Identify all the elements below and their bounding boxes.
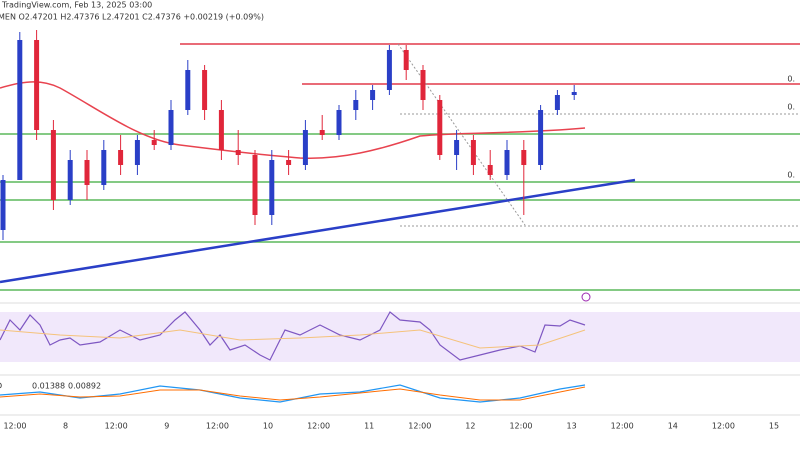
candle-body (202, 70, 208, 110)
x-tick-label: 12:00 (712, 422, 735, 431)
x-tick-label: 12:00 (509, 422, 532, 431)
x-tick-label: 8 (63, 422, 68, 431)
candle-body (101, 150, 107, 185)
candle-body (353, 100, 359, 110)
level-label: 0. (787, 75, 795, 84)
candle-body (319, 130, 325, 135)
candles (0, 30, 577, 240)
candle-body (370, 90, 376, 100)
moving-average (0, 81, 586, 160)
candle-body (134, 140, 140, 165)
x-tick-label: 12 (465, 422, 475, 431)
macd-label: D (0, 382, 2, 391)
candle-body (235, 150, 241, 155)
candle-body (185, 70, 191, 110)
x-tick-label: 15 (769, 422, 779, 431)
candle-body (252, 155, 258, 215)
x-tick-label: 9 (164, 422, 169, 431)
candle-body (470, 140, 476, 165)
candle-body (437, 100, 443, 155)
x-tick-label: 12:00 (611, 422, 634, 431)
candle-body (286, 160, 292, 165)
macd-label: 0.01388 (32, 382, 65, 391)
candle-body (218, 110, 224, 150)
candle-body (84, 160, 90, 185)
candle-body (269, 160, 275, 215)
rsi-ma (0, 329, 586, 349)
chart-title: TradingView.com, Feb 13, 2025 03:00 (1, 1, 152, 10)
candle-body (403, 50, 409, 70)
candle-body (538, 110, 544, 165)
x-tick-label: 13 (567, 422, 577, 431)
candle-body (420, 70, 426, 100)
level-label: 0. (787, 103, 795, 112)
x-tick-label: 11 (364, 422, 374, 431)
x-tick-label: 12:00 (307, 422, 330, 431)
x-tick-label: 12:00 (3, 422, 26, 431)
x-axis-labels: 12:00 8 12:00 9 12:00 10 12:00 11 12:00 12 12:00 13… (3, 422, 779, 431)
candle-body (302, 130, 308, 165)
macd-label: 0.00892 (68, 382, 101, 391)
candle-body (336, 110, 342, 135)
candle-body (571, 92, 577, 95)
fib-line (397, 43, 526, 226)
candle-body (17, 40, 23, 180)
rsi-line (0, 311, 586, 361)
candle-body (454, 140, 460, 155)
candle-body (151, 140, 157, 145)
candle-body (386, 50, 392, 90)
trend-line (0, 178, 636, 284)
x-tick-label: 12:00 (408, 422, 431, 431)
x-tick-label: 12:00 (105, 422, 128, 431)
candle-body (67, 160, 73, 200)
candle-body (554, 95, 560, 110)
candle-body (50, 130, 56, 200)
signal-line (0, 386, 586, 401)
x-tick-label: 10 (263, 422, 273, 431)
marker (581, 292, 591, 302)
level-label: 0. (787, 171, 795, 180)
x-tick-label: 14 (668, 422, 678, 431)
ohlc-header: MEN O2.47201 H2.47376 L2.47201 C2.47376 … (0, 13, 264, 22)
candle-body (118, 150, 124, 165)
candle-body (0, 180, 6, 230)
x-tick-label: 12:00 (206, 422, 229, 431)
candle-body (487, 165, 493, 175)
candle-body (168, 110, 174, 145)
candle-body (504, 150, 510, 175)
candle-body (34, 40, 40, 130)
candle-body (521, 150, 527, 165)
